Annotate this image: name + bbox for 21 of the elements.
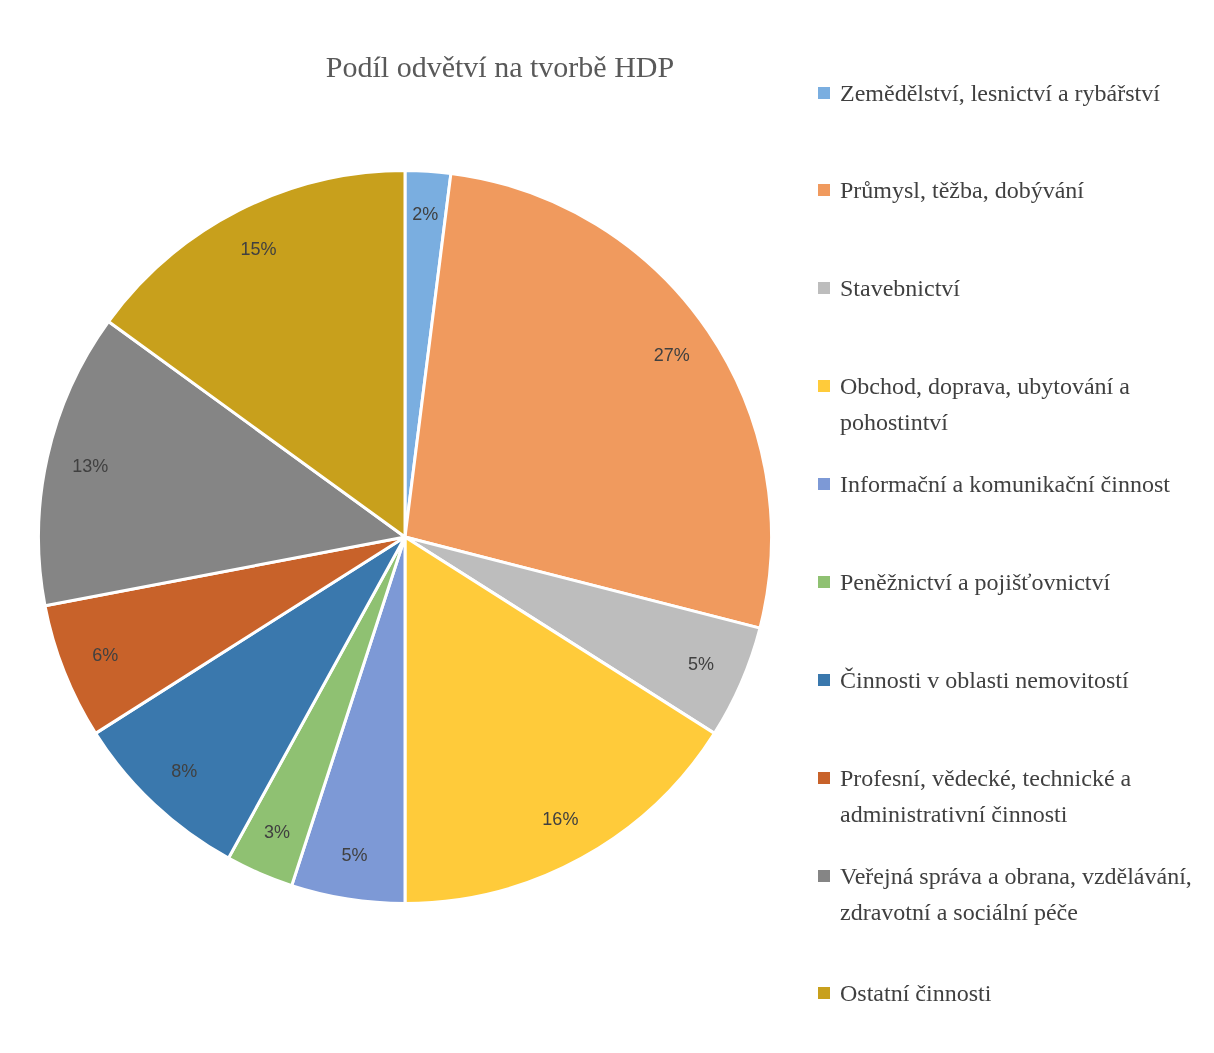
legend-label: Profesní, vědecké, technické a administrativní činnosti — [840, 764, 1133, 829]
legend-label: Činnosti v oblasti nemovitostí — [840, 666, 1129, 695]
legend-label: Obchod, doprava, ubytování a pohostintví — [840, 372, 1131, 437]
data-label: 5% — [687, 654, 714, 675]
data-label: 16% — [542, 808, 579, 829]
legend-label: Informační a komunikační činnost — [840, 470, 1170, 499]
legend-label: Veřejná správa a obrana, vzdělávání, zdravotní a sociální péče — [840, 862, 1193, 927]
legend-label: Zemědělství, lesnictví a rybářství — [840, 79, 1160, 108]
legend-label: Stavebnictví — [840, 274, 960, 303]
chart-title: Podíl odvětví na tvorbě HDP — [324, 50, 676, 84]
data-label: 15% — [240, 238, 277, 259]
data-label: 8% — [171, 761, 198, 782]
data-label: 5% — [341, 844, 368, 865]
data-label: 6% — [92, 644, 119, 665]
data-label: 2% — [412, 204, 439, 225]
legend-label: Peněžnictví a pojišťovnictví — [840, 568, 1111, 597]
data-label: 3% — [263, 821, 290, 842]
data-label: 13% — [72, 455, 109, 476]
legend-label: Ostatní činnosti — [840, 979, 992, 1008]
data-label: 27% — [653, 344, 690, 365]
legend-label: Průmysl, těžba, dobývání — [840, 176, 1084, 205]
